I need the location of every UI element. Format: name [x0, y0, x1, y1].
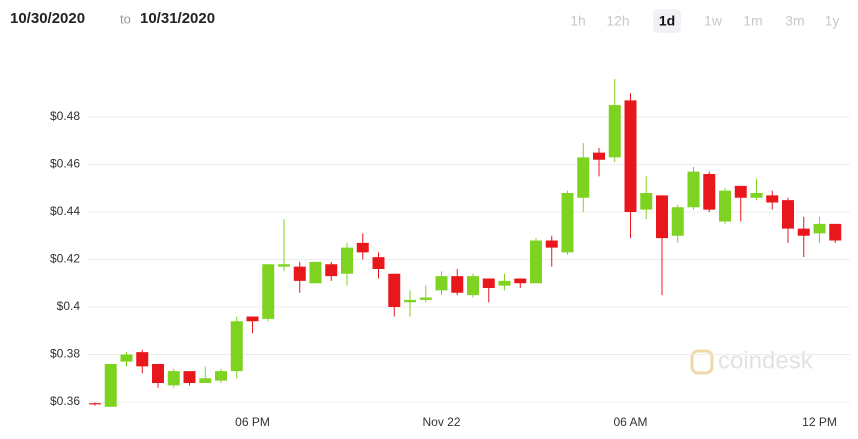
candle-body	[671, 207, 684, 236]
candle-body	[341, 247, 353, 274]
candle-body	[167, 371, 180, 386]
candle-body	[640, 193, 653, 210]
candle-body	[577, 157, 590, 198]
candle-body	[356, 242, 369, 253]
y-tick-label: $0.4	[57, 299, 81, 313]
range-button[interactable]: 12h	[606, 13, 629, 29]
candle-body	[750, 193, 763, 198]
y-tick-label: $0.36	[50, 394, 80, 408]
candle-body	[782, 200, 794, 229]
x-tick-label: Nov 22	[422, 415, 460, 429]
candle-body	[545, 240, 558, 248]
candle-body	[262, 264, 275, 319]
candle-body	[829, 223, 842, 241]
candle-body	[482, 278, 495, 288]
candle-body	[104, 364, 117, 407]
candle-body	[215, 371, 227, 381]
candle-body	[498, 280, 511, 286]
y-tick-label: $0.44	[50, 204, 80, 218]
candle-body	[230, 321, 243, 372]
x-tick-label: 06 AM	[613, 415, 647, 429]
x-tick-label: 06 PM	[235, 415, 270, 429]
range-button[interactable]: 3m	[785, 13, 804, 29]
candle-body	[656, 195, 668, 239]
candle-body	[183, 371, 196, 383]
candle-body	[89, 403, 101, 405]
candle-body	[136, 352, 149, 367]
candle-body	[293, 266, 306, 281]
candle-body	[419, 297, 432, 300]
x-tick-label: 12 PM	[802, 415, 837, 429]
range-button[interactable]: 1y	[825, 13, 840, 29]
y-tick-label: $0.48	[50, 109, 80, 123]
candle-body	[120, 354, 133, 362]
candle-body	[246, 316, 259, 322]
candle-body	[719, 190, 731, 222]
candle-body	[514, 278, 527, 284]
range-button[interactable]: 1m	[743, 13, 762, 29]
y-tick-label: $0.46	[50, 157, 80, 171]
candle-body	[797, 228, 810, 236]
candle-body	[608, 105, 621, 158]
watermark-text: coindesk	[718, 347, 814, 374]
candle-body	[325, 264, 338, 277]
candle-body	[687, 171, 700, 208]
candle-body	[404, 299, 416, 303]
date-separator: to	[120, 11, 131, 26]
candle-body	[813, 223, 826, 234]
date-to: 10/31/2020	[140, 10, 215, 27]
range-button[interactable]: 1w	[704, 13, 723, 29]
candle-body	[152, 364, 164, 383]
candle-body	[199, 378, 212, 383]
range-button[interactable]: 1d	[659, 13, 675, 29]
candle-body	[388, 273, 401, 307]
candle-body	[734, 185, 747, 198]
watermark: coindesk	[690, 347, 814, 375]
candle-body	[561, 193, 574, 253]
candle-body	[451, 276, 464, 293]
candle-body	[278, 264, 290, 267]
candle-body	[467, 276, 479, 296]
candle-body	[766, 195, 779, 203]
candle-body	[309, 261, 322, 284]
candle-body	[703, 174, 716, 210]
candle-body	[372, 257, 385, 269]
y-tick-label: $0.42	[50, 252, 80, 266]
y-tick-label: $0.38	[50, 347, 80, 361]
candle-body	[593, 152, 605, 160]
candle-body	[435, 276, 448, 291]
range-button[interactable]: 1h	[570, 13, 586, 29]
candle-body	[624, 100, 637, 212]
watermark-icon	[690, 349, 714, 375]
date-from: 10/30/2020	[10, 10, 85, 27]
candle-body	[530, 240, 542, 284]
range-button-bg[interactable]	[653, 9, 681, 33]
